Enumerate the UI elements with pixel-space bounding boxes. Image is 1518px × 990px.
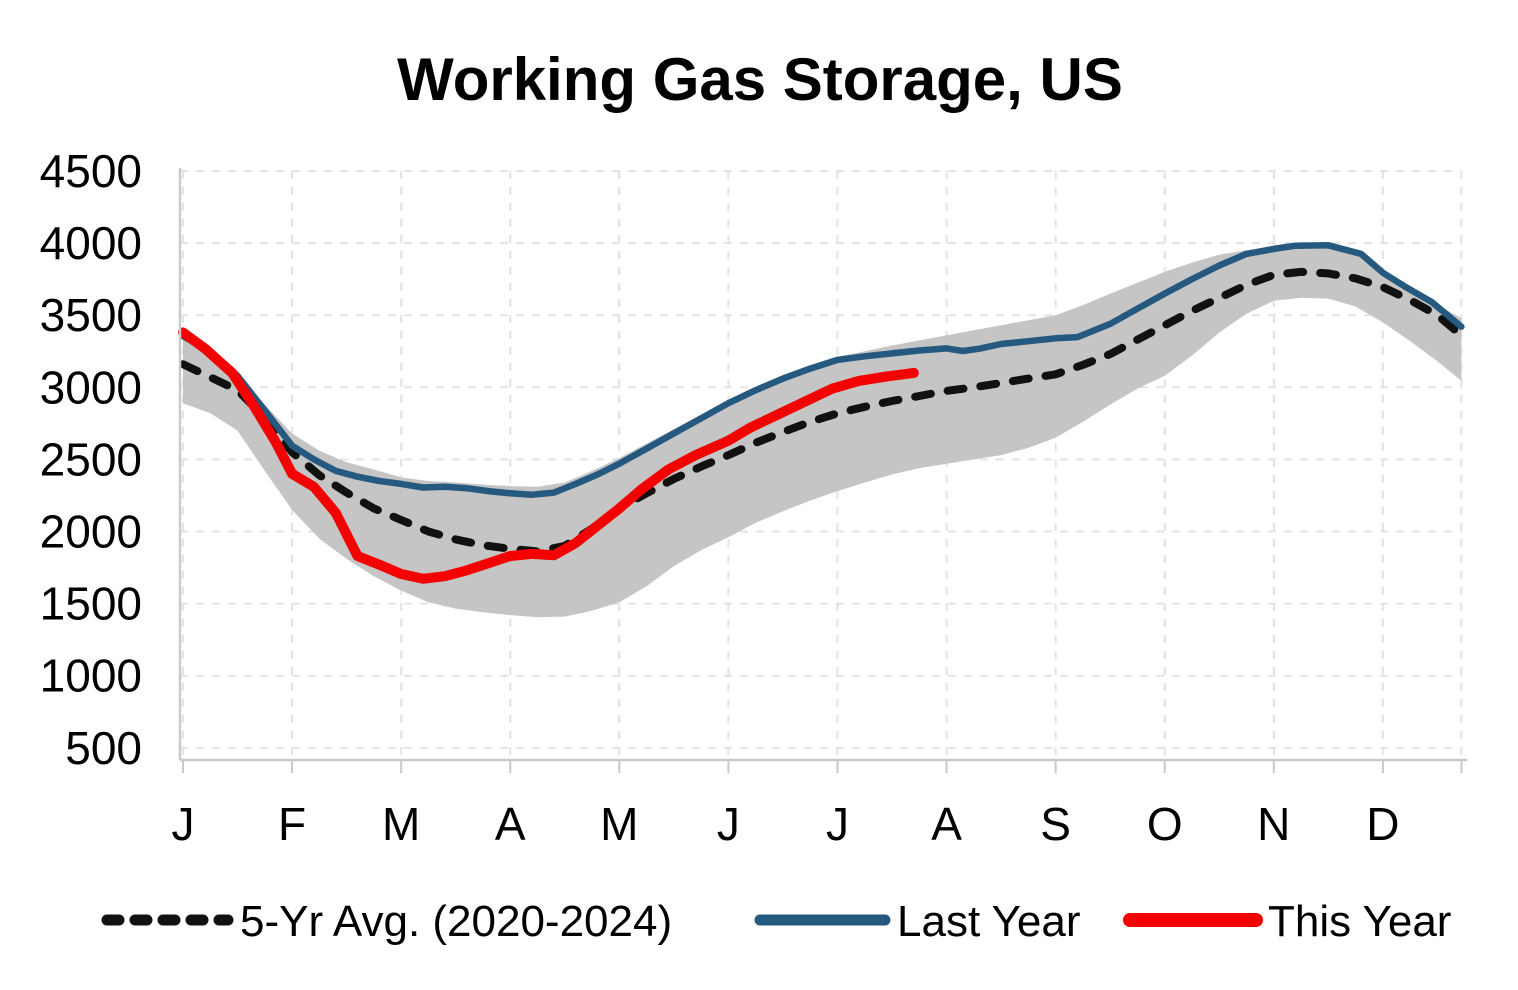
x-tick-label: M — [382, 798, 420, 850]
legend-last-year-label: Last Year — [897, 897, 1081, 946]
legend: 5-Yr Avg. (2020-2024) Last Year This Yea… — [101, 897, 1451, 946]
legend-this-year-label: This Year — [1268, 897, 1451, 946]
y-tick-label: 3000 — [40, 361, 142, 413]
y-tick-label: 1500 — [40, 578, 142, 630]
x-tick-label: A — [931, 798, 962, 850]
x-tick-label: D — [1366, 798, 1399, 850]
x-tick-label: A — [495, 798, 526, 850]
y-axis-labels: 4500 4000 3500 3000 2500 2000 1500 1000 500 — [40, 145, 142, 774]
x-tick-label: S — [1040, 798, 1071, 850]
series-lines — [178, 242, 1466, 584]
x-tick-label: F — [278, 798, 306, 850]
chart-title: Working Gas Storage, US — [397, 46, 1123, 113]
5-yr-avg-2020-2024--line — [179, 267, 1466, 556]
y-tick-label: 2500 — [40, 433, 142, 485]
y-tick-label: 1000 — [40, 650, 142, 702]
y-tick-label: 2000 — [40, 506, 142, 558]
y-tick-label: 4500 — [40, 145, 142, 197]
x-tick-label: M — [600, 798, 638, 850]
y-tick-label: 500 — [65, 722, 142, 774]
y-tick-label: 4000 — [40, 217, 142, 269]
x-tick-label: J — [172, 798, 195, 850]
this-year-line — [178, 327, 919, 584]
x-tick-label: N — [1257, 798, 1290, 850]
x-tick-label: J — [717, 798, 740, 850]
axes — [178, 168, 1468, 773]
x-tick-label: O — [1147, 798, 1183, 850]
x-tick-label: J — [826, 798, 849, 850]
legend-avg-label: 5-Yr Avg. (2020-2024) — [240, 897, 672, 946]
y-tick-label: 3500 — [40, 289, 142, 341]
last-year-line — [179, 242, 1465, 498]
